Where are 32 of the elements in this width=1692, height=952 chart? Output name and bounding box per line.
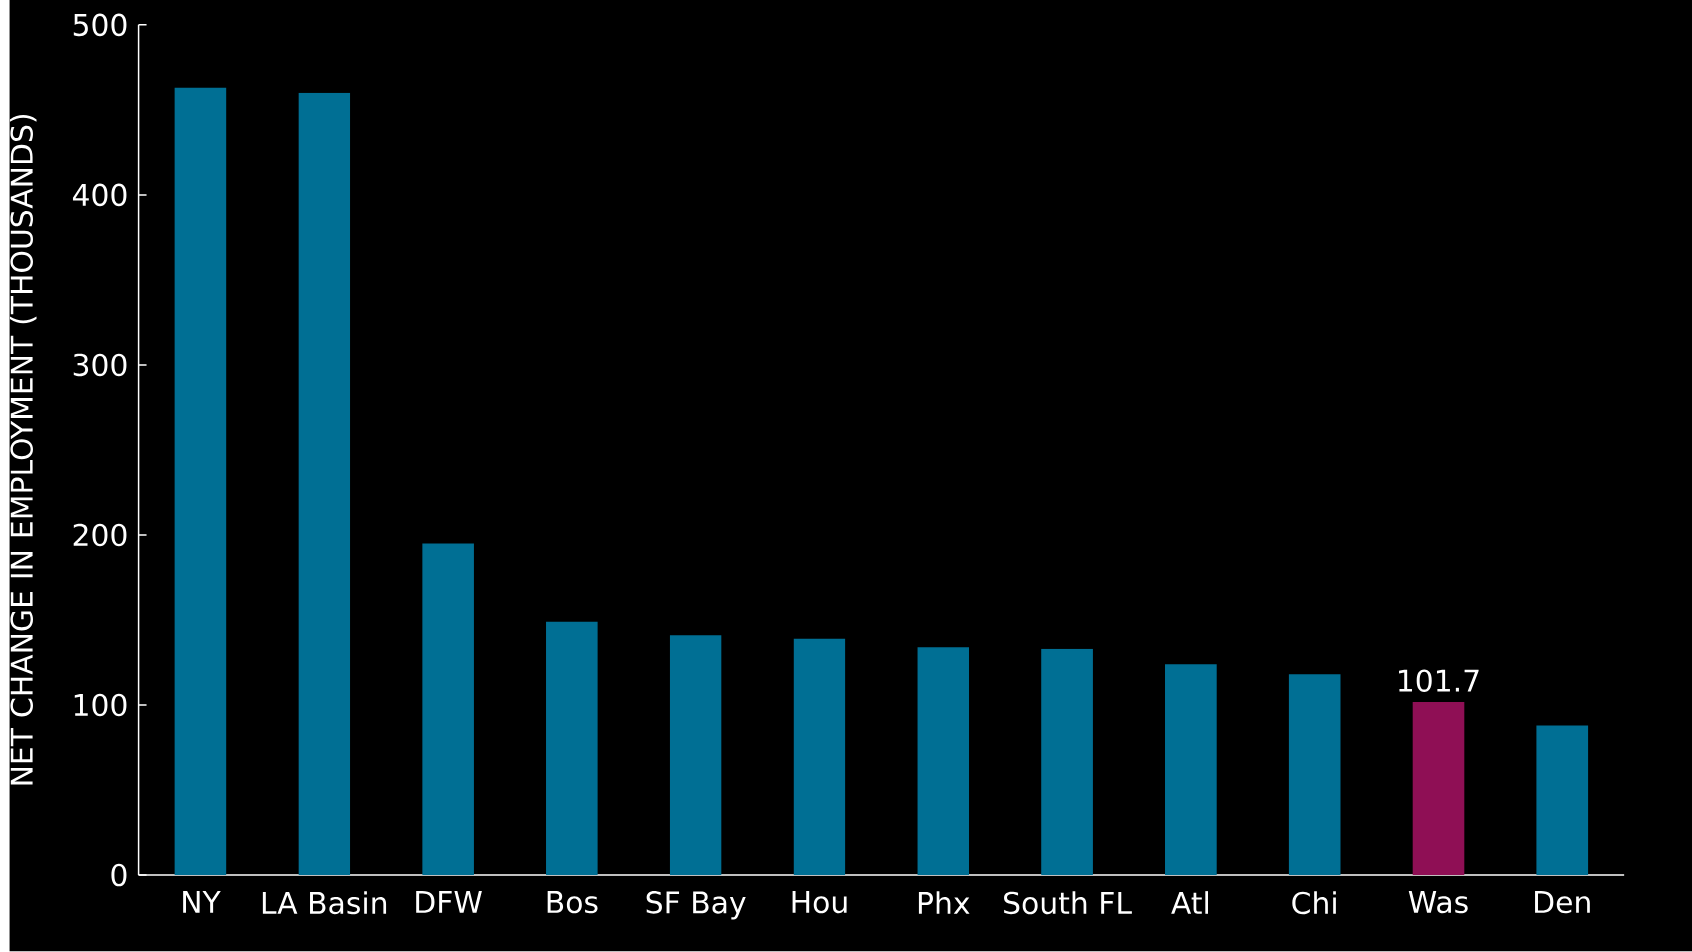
data-label: 101.7 [1399, 669, 1479, 693]
y-tick-label: 0 [111, 863, 127, 887]
bar [1288, 674, 1341, 876]
x-tick-label: Den [1535, 891, 1590, 914]
x-tick-label: LA Basin [262, 891, 387, 915]
bar [174, 87, 227, 876]
x-tick-label: NY [183, 891, 221, 914]
x-tick-label: Phx [918, 891, 970, 914]
y-tick-label: 300 [73, 353, 127, 377]
y-tick-label: 200 [73, 523, 127, 547]
bar [669, 635, 722, 876]
bar [917, 647, 970, 876]
bar [793, 638, 846, 876]
x-tick-label: Hou [792, 891, 847, 914]
bar [298, 93, 351, 876]
bar [1412, 702, 1465, 876]
y-tick-label: 500 [73, 13, 127, 37]
x-tick-label: South FL [1004, 891, 1132, 915]
bar [546, 621, 598, 876]
y-tick-label: 100 [74, 693, 127, 717]
x-tick-label: Atl [1171, 891, 1208, 914]
x-tick-label: Chi [1292, 891, 1336, 915]
bar [422, 543, 474, 876]
x-tick-label: Was [1408, 891, 1468, 914]
bar [1165, 664, 1217, 876]
bar [1536, 725, 1589, 876]
bar [1041, 649, 1093, 876]
x-tick-label: Bos [547, 891, 598, 914]
x-tick-label: SF Bay [646, 891, 746, 920]
x-tick-label: DFW [416, 891, 482, 914]
y-axis-title: NET CHANGE IN EMPLOYMENT (THOUSANDS) [9, 115, 37, 785]
y-tick-label: 400 [72, 183, 127, 207]
